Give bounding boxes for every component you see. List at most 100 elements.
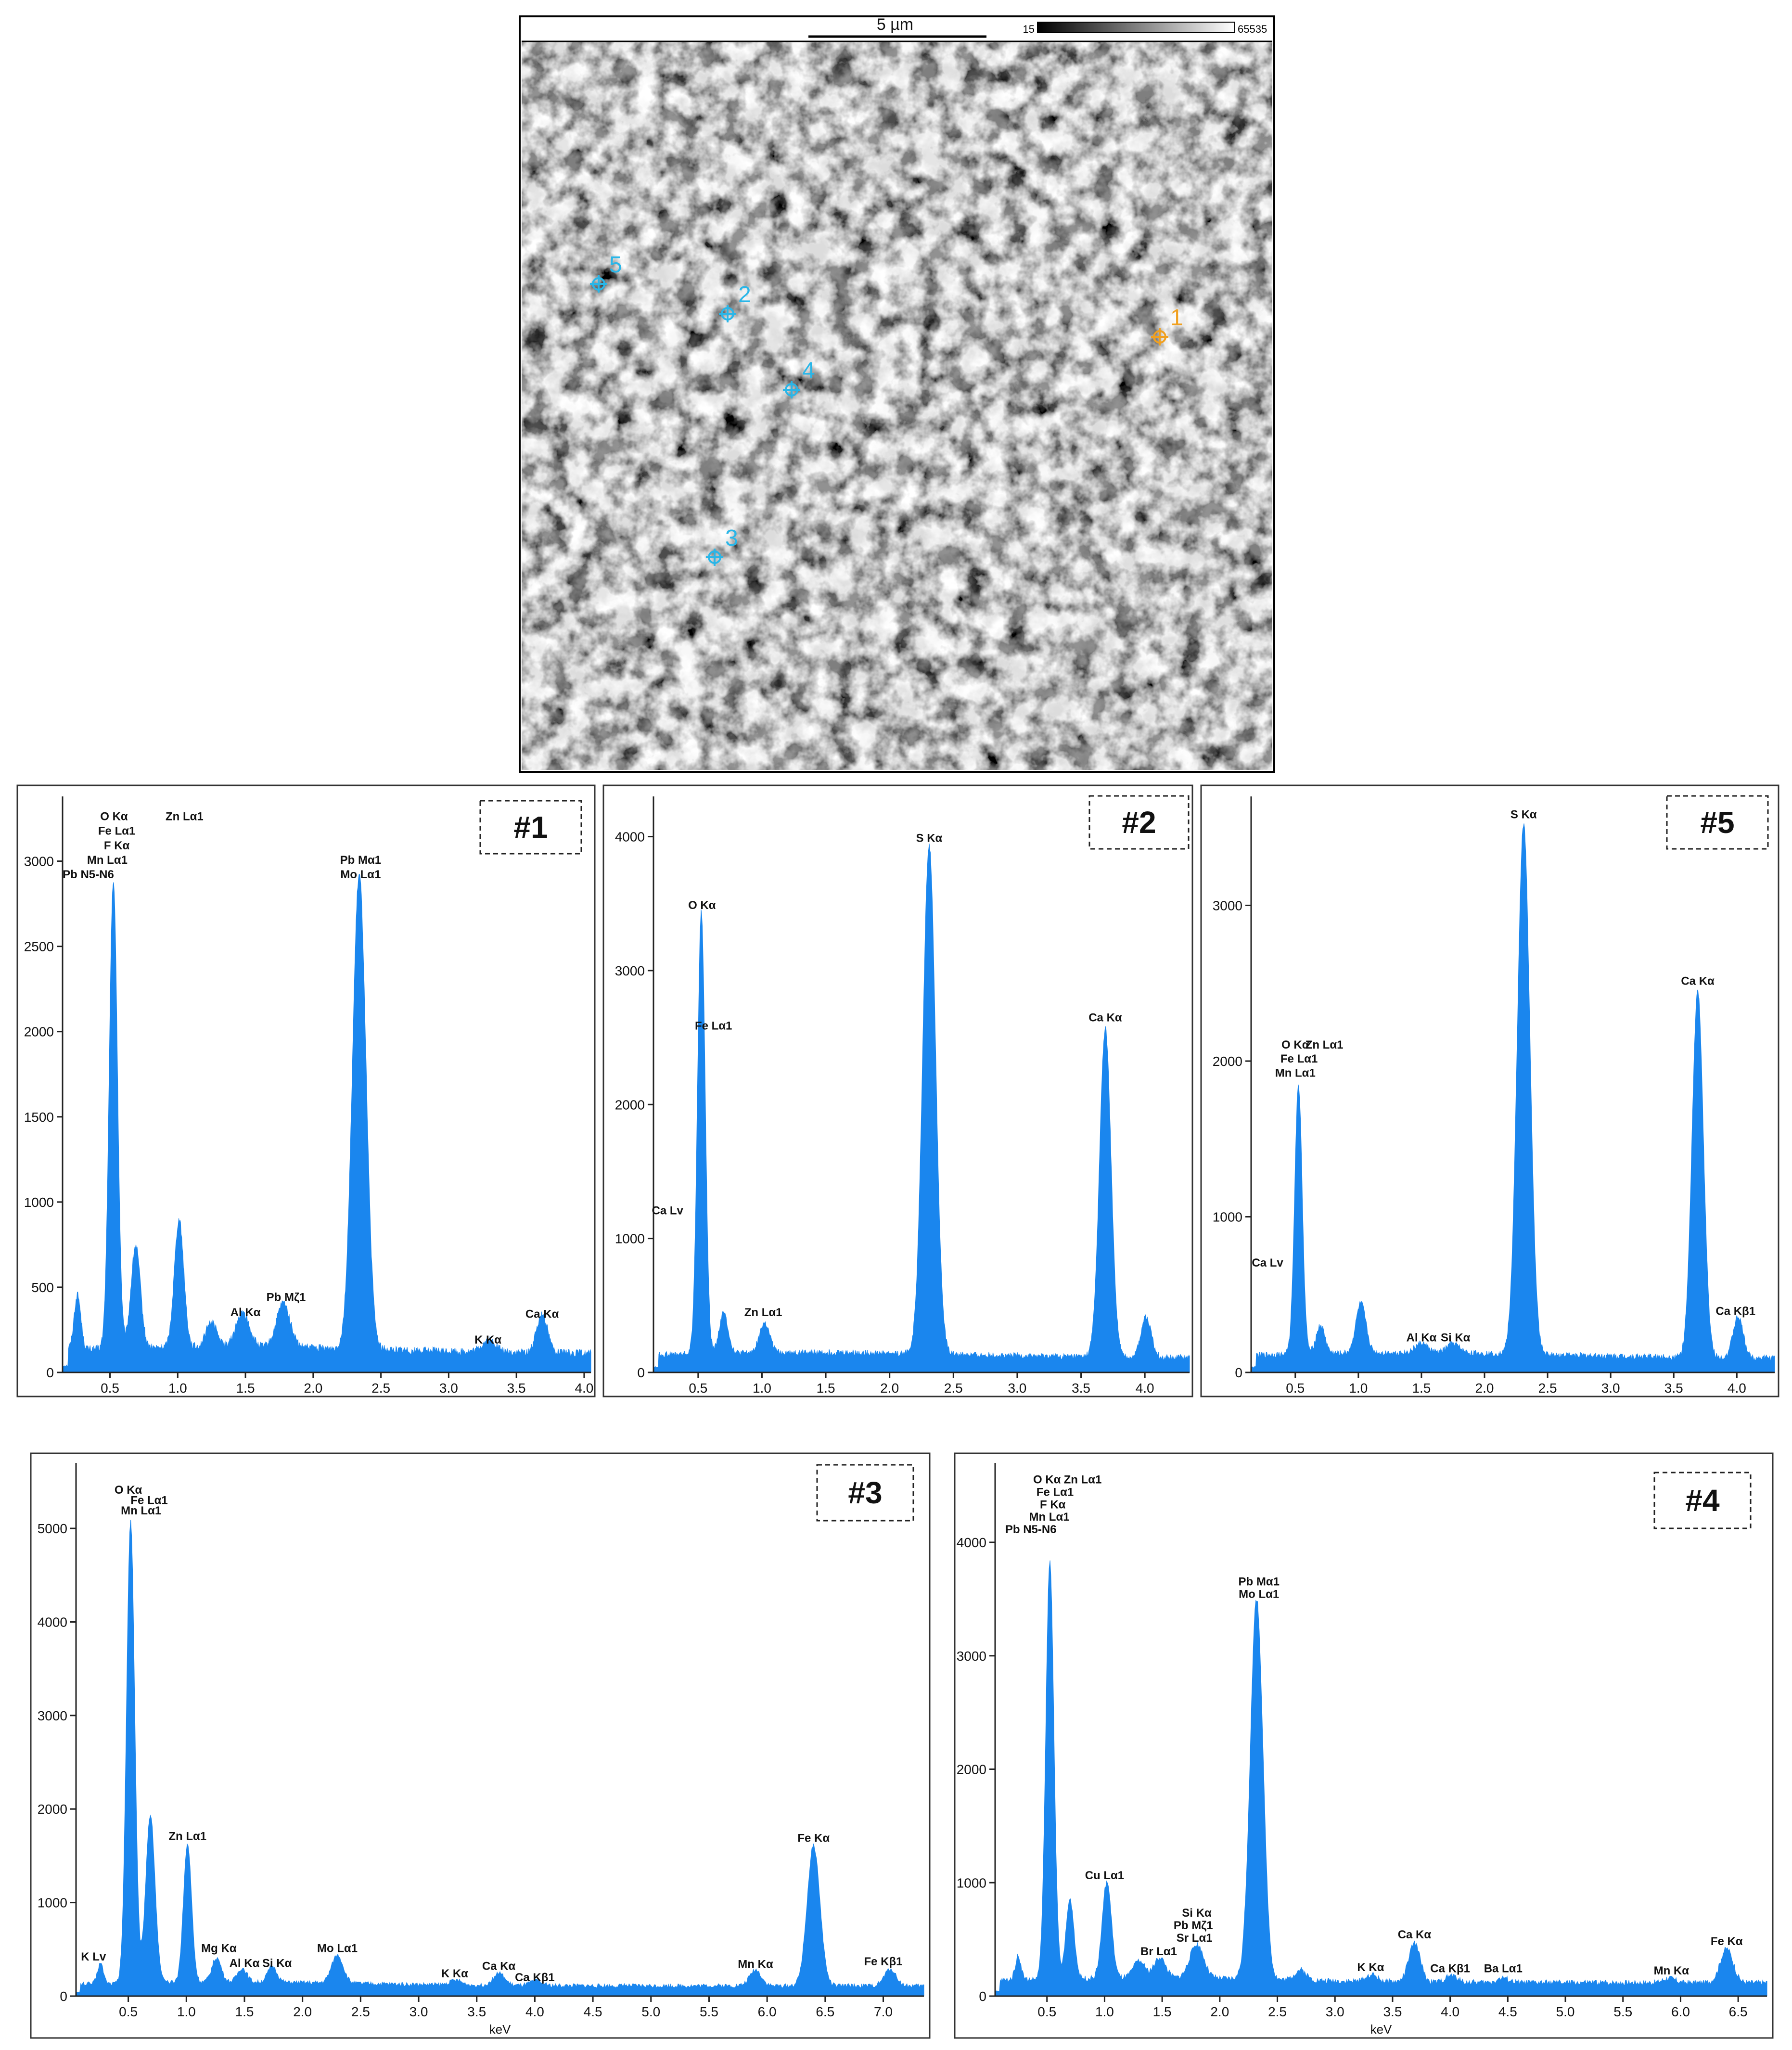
peak-label: Br Lα1: [1140, 1945, 1177, 1958]
peak-label: Pb Mζ1: [1174, 1919, 1213, 1932]
peak-label: Ca Kα: [525, 1308, 559, 1321]
peak-label: Zn Lα1: [166, 810, 204, 823]
spectrum-id-box: [1088, 795, 1190, 850]
x-tick-label: 4.5: [584, 2004, 602, 2019]
y-tick-label: 0: [46, 1365, 54, 1380]
y-tick-label: 2000: [615, 1097, 645, 1112]
peak-label: Pb N5-N6: [63, 868, 114, 881]
x-tick-label: 3.0: [410, 2004, 428, 2019]
analysis-point-label: 1: [1170, 305, 1183, 331]
x-tick-label: 2.5: [1268, 2004, 1287, 2019]
x-tick-label: 0.5: [689, 1381, 707, 1396]
sem-image-panel: 5 µm 15 65535 1 2 3 4 5: [519, 15, 1275, 773]
y-tick-label: 0: [60, 1989, 67, 2004]
x-tick-label: 2.5: [944, 1381, 963, 1396]
y-tick-label: 1000: [615, 1231, 645, 1246]
x-tick-label: 3.0: [1326, 2004, 1344, 2019]
peak-label: Mo Lα1: [317, 1942, 358, 1955]
x-tick-label: 6.5: [816, 2004, 834, 2019]
peak-label: Fe Lα1: [1280, 1052, 1318, 1065]
x-tick-label: 5.0: [641, 2004, 660, 2019]
spectrum-frame-4: [954, 1452, 1774, 2039]
peak-label: S Kα: [1510, 808, 1537, 821]
y-tick-label: 1000: [24, 1195, 54, 1210]
peak-label: Fe Lα1: [98, 825, 135, 838]
spectrum-chart-2: 1000 2000 3000 4000 0 0.5 1.0 1.5 2.0 2.5 3.0 3.5 4.…: [615, 795, 1190, 1396]
x-tick-label: 4.0: [1728, 1381, 1746, 1396]
x-tick-label: 3.5: [1664, 1381, 1683, 1396]
x-tick-label: 3.0: [439, 1381, 458, 1396]
peak-label: Sr Lα1: [1177, 1932, 1213, 1945]
x-tick-label: 4.0: [1136, 1381, 1154, 1396]
analysis-point-markers: 1 2 3 4 5: [590, 252, 1183, 566]
peak-label: Ca Kβ1: [1715, 1305, 1755, 1318]
x-tick-label: 2.0: [1475, 1381, 1494, 1396]
peak-label: Ca Kα: [1681, 974, 1715, 987]
x-tick-label: 1.5: [817, 1381, 835, 1396]
analysis-point-2[interactable]: 2: [719, 282, 751, 322]
y-tick-label: 1500: [24, 1110, 54, 1125]
peak-label: Al Kα: [1407, 1331, 1437, 1344]
analysis-point-label: 4: [802, 358, 815, 384]
peak-label: K Lv: [81, 1950, 106, 1963]
peak-label: Ca Kβ1: [515, 1971, 555, 1984]
peak-label: Ca Kβ1: [1430, 1962, 1470, 1975]
x-tick-label: 3.5: [1072, 1381, 1090, 1396]
x-tick-label: 2.5: [371, 1381, 390, 1396]
peak-label: Al Kα: [230, 1957, 260, 1970]
x-tick-label: 5.5: [700, 2004, 718, 2019]
x-tick-label: 0.5: [1286, 1381, 1305, 1396]
spectrum-curve: [1251, 823, 1775, 1373]
scale-bar-label: 5 µm: [877, 15, 913, 34]
peak-label: Ca Lv: [1252, 1256, 1283, 1269]
peak-label: K Kα: [441, 1967, 468, 1980]
gray-max-label: 65535: [1238, 23, 1267, 35]
peak-label: Pb N5-N6: [1005, 1523, 1057, 1536]
peak-label: Al Kα: [230, 1306, 261, 1319]
spectrum-id-box: [479, 800, 582, 855]
x-tick-label: 1.0: [177, 2004, 196, 2019]
spectrum-id-box: [1653, 1472, 1752, 1529]
y-tick-label: 2500: [24, 939, 54, 954]
x-tick-label: 3.0: [1008, 1381, 1026, 1396]
x-tick-label: 1.0: [753, 1381, 771, 1396]
y-tick-label: 2000: [38, 1802, 67, 1817]
x-tick-label: 1.5: [235, 2004, 254, 2019]
y-tick-label: 3000: [1213, 898, 1242, 913]
peak-label: Fe Lα1: [130, 1494, 167, 1507]
x-tick-label: 2.0: [880, 1381, 899, 1396]
peak-label: K Kα: [1357, 1961, 1384, 1974]
analysis-point-5[interactable]: 5: [590, 252, 622, 293]
peak-label: O Kα: [100, 810, 128, 823]
y-tick-label: 500: [31, 1280, 54, 1295]
sem-micrograph: [522, 41, 1272, 770]
spectrum-id-label: #4: [1685, 1483, 1720, 1518]
peak-label: Ca Lv: [652, 1204, 683, 1217]
x-axis-label: keV: [1370, 2022, 1392, 2037]
y-tick-label: 2000: [24, 1025, 54, 1039]
y-tick-label: 2000: [1213, 1054, 1242, 1069]
y-tick-label: 4000: [615, 830, 645, 845]
x-tick-label: 4.0: [1441, 2004, 1459, 2019]
x-tick-label: 5.0: [1556, 2004, 1575, 2019]
gray-level-bar: 15 65535: [1023, 22, 1267, 35]
spectrum-curve: [62, 873, 591, 1373]
spectrum-frame-3: [30, 1452, 931, 2039]
peak-label: Mn Kα: [1654, 1964, 1690, 1977]
peak-label: Pb Mα1: [340, 854, 381, 867]
x-tick-label: 2.0: [1210, 2004, 1229, 2019]
y-tick-label: 3000: [615, 963, 645, 978]
spectrum-chart-1: 500 1000 1500 2000 2500 3000 0 0.5 1.0 1.5 2.0 2.5 3…: [24, 796, 593, 1396]
analysis-point-3[interactable]: 3: [706, 525, 738, 566]
spectrum-curve: [76, 1520, 924, 1997]
y-tick-label: 3000: [957, 1649, 986, 1664]
peak-label: Mg Kα: [201, 1942, 237, 1955]
spectrum-curve: [653, 843, 1190, 1373]
analysis-point-1[interactable]: 1: [1151, 305, 1183, 346]
x-tick-label: 4.5: [1498, 2004, 1517, 2019]
x-tick-label: 2.5: [1538, 1381, 1557, 1396]
analysis-point-4[interactable]: 4: [783, 358, 815, 398]
x-tick-label: 0.5: [119, 2004, 138, 2019]
peak-label: Si Kα: [262, 1957, 292, 1970]
